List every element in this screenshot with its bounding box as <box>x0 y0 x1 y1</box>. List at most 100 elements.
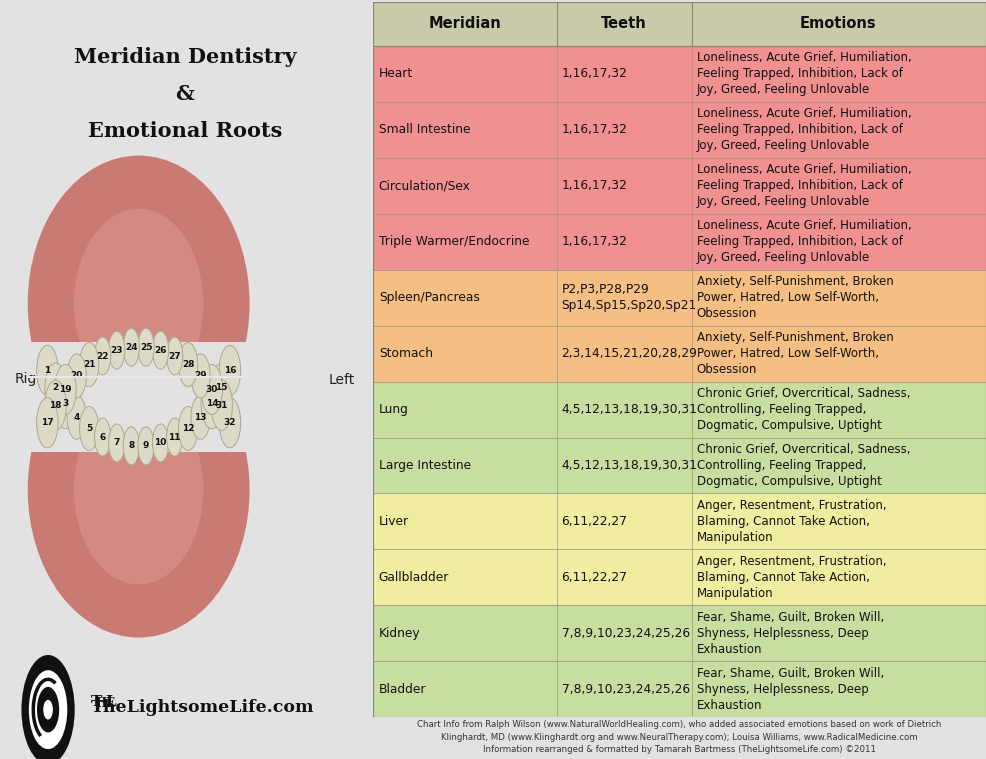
Text: 12: 12 <box>181 424 194 433</box>
Text: 16: 16 <box>224 366 237 375</box>
FancyBboxPatch shape <box>373 550 986 606</box>
Text: Spleen/Pancreas: Spleen/Pancreas <box>379 291 480 304</box>
Ellipse shape <box>153 424 169 462</box>
FancyBboxPatch shape <box>373 269 986 326</box>
Ellipse shape <box>167 418 182 456</box>
Text: 1: 1 <box>44 366 50 375</box>
FancyBboxPatch shape <box>373 46 986 102</box>
Text: 1,16,17,32: 1,16,17,32 <box>562 68 627 80</box>
Text: Chronic Grief, Overcritical, Sadness,
Controlling, Feeling Trapped,
Dogmatic, Co: Chronic Grief, Overcritical, Sadness, Co… <box>696 443 910 488</box>
Text: 2,3,14,15,21,20,28,29: 2,3,14,15,21,20,28,29 <box>562 347 697 360</box>
Text: P2,P3,P28,P29
Sp14,Sp15,Sp20,Sp21: P2,P3,P28,P29 Sp14,Sp15,Sp20,Sp21 <box>562 283 697 312</box>
Circle shape <box>43 700 53 720</box>
Ellipse shape <box>108 424 125 462</box>
Ellipse shape <box>178 342 198 386</box>
Text: Loneliness, Acute Grief, Humiliation,
Feeling Trapped, Inhibition, Lack of
Joy, : Loneliness, Acute Grief, Humiliation, Fe… <box>696 219 911 264</box>
FancyBboxPatch shape <box>373 2 986 46</box>
Text: 11: 11 <box>169 433 181 442</box>
Ellipse shape <box>211 363 233 413</box>
Text: Teeth: Teeth <box>601 16 647 31</box>
Text: Loneliness, Acute Grief, Humiliation,
Feeling Trapped, Inhibition, Lack of
Joy, : Loneliness, Acute Grief, Humiliation, Fe… <box>696 52 911 96</box>
Text: 21: 21 <box>83 360 96 369</box>
Ellipse shape <box>95 337 110 375</box>
Text: 13: 13 <box>194 413 207 422</box>
Text: Large Intestine: Large Intestine <box>379 459 471 472</box>
Ellipse shape <box>74 395 203 584</box>
Text: 7: 7 <box>113 439 120 448</box>
Ellipse shape <box>191 395 210 439</box>
Text: Kidney: Kidney <box>379 627 420 640</box>
FancyBboxPatch shape <box>373 437 986 493</box>
Text: TheLightsomeLife.com: TheLightsomeLife.com <box>91 699 315 716</box>
Text: 15: 15 <box>216 383 228 392</box>
Text: Small Intestine: Small Intestine <box>379 123 470 137</box>
Text: 8: 8 <box>128 442 134 450</box>
Circle shape <box>29 670 67 749</box>
Text: Anger, Resentment, Frustration,
Blaming, Cannot Take Action,
Manipulation: Anger, Resentment, Frustration, Blaming,… <box>696 555 886 600</box>
Text: 7,8,9,10,23,24,25,26: 7,8,9,10,23,24,25,26 <box>562 627 690 640</box>
Text: 5: 5 <box>86 424 93 433</box>
Ellipse shape <box>80 407 99 451</box>
Text: Heart: Heart <box>379 68 413 80</box>
Text: Fear, Shame, Guilt, Broken Will,
Shyness, Helplessness, Deep
Exhaustion: Fear, Shame, Guilt, Broken Will, Shyness… <box>696 667 883 712</box>
Text: Anger, Resentment, Frustration,
Blaming, Cannot Take Action,
Manipulation: Anger, Resentment, Frustration, Blaming,… <box>696 499 886 544</box>
Text: Triple Warmer/Endocrine: Triple Warmer/Endocrine <box>379 235 529 248</box>
Ellipse shape <box>201 364 223 414</box>
Ellipse shape <box>36 345 58 395</box>
Text: Emotional Roots: Emotional Roots <box>88 121 282 141</box>
Text: Lung: Lung <box>379 403 409 416</box>
Text: 25: 25 <box>140 343 152 351</box>
Ellipse shape <box>178 407 198 451</box>
Text: 19: 19 <box>59 385 72 394</box>
FancyBboxPatch shape <box>373 102 986 158</box>
Ellipse shape <box>67 395 87 439</box>
Ellipse shape <box>74 209 203 398</box>
Ellipse shape <box>138 328 154 366</box>
Text: 32: 32 <box>224 418 237 427</box>
Ellipse shape <box>219 398 241 448</box>
Text: Gallbladder: Gallbladder <box>379 571 450 584</box>
Bar <box>74 342 203 398</box>
Ellipse shape <box>55 364 76 414</box>
Text: 20: 20 <box>71 371 83 380</box>
Circle shape <box>37 687 59 732</box>
Ellipse shape <box>167 337 182 375</box>
Text: Right: Right <box>15 373 51 386</box>
Text: 31: 31 <box>216 401 228 410</box>
Ellipse shape <box>28 342 249 638</box>
Text: Circulation/Sex: Circulation/Sex <box>379 179 470 192</box>
Ellipse shape <box>95 418 110 456</box>
FancyBboxPatch shape <box>373 326 986 382</box>
Text: 1,16,17,32: 1,16,17,32 <box>562 123 627 137</box>
Text: 24: 24 <box>125 343 138 351</box>
Text: Emotions: Emotions <box>800 16 877 31</box>
Ellipse shape <box>108 331 125 369</box>
Text: 18: 18 <box>49 401 62 410</box>
Text: 6: 6 <box>100 433 106 442</box>
Text: L: L <box>106 695 116 709</box>
Text: Anxiety, Self-Punishment, Broken
Power, Hatred, Low Self-Worth,
Obsession: Anxiety, Self-Punishment, Broken Power, … <box>696 331 893 376</box>
Text: Meridian Dentistry: Meridian Dentistry <box>74 47 296 67</box>
Ellipse shape <box>138 427 154 465</box>
Text: 27: 27 <box>169 351 181 361</box>
Ellipse shape <box>191 354 210 398</box>
Text: 10: 10 <box>155 439 167 448</box>
Text: Chronic Grief, Overcritical, Sadness,
Controlling, Feeling Trapped,
Dogmatic, Co: Chronic Grief, Overcritical, Sadness, Co… <box>696 387 910 432</box>
Text: 14: 14 <box>205 399 218 408</box>
Text: Bladder: Bladder <box>379 683 426 696</box>
Ellipse shape <box>67 354 87 398</box>
Text: 30: 30 <box>206 385 218 394</box>
Text: 29: 29 <box>194 371 207 380</box>
Ellipse shape <box>123 328 139 366</box>
Text: 6,11,22,27: 6,11,22,27 <box>562 515 627 528</box>
Text: Loneliness, Acute Grief, Humiliation,
Feeling Trapped, Inhibition, Lack of
Joy, : Loneliness, Acute Grief, Humiliation, Fe… <box>696 107 911 153</box>
Text: 2: 2 <box>52 383 59 392</box>
FancyBboxPatch shape <box>373 214 986 269</box>
Bar <box>28 370 249 452</box>
Text: Left: Left <box>328 373 355 386</box>
Text: 1,16,17,32: 1,16,17,32 <box>562 235 627 248</box>
Text: 4,5,12,13,18,19,30,31: 4,5,12,13,18,19,30,31 <box>562 459 697 472</box>
Text: 4,5,12,13,18,19,30,31: 4,5,12,13,18,19,30,31 <box>562 403 697 416</box>
Text: 1,16,17,32: 1,16,17,32 <box>562 179 627 192</box>
Text: Chart Info from Ralph Wilson (www.NaturalWorldHealing.com), who added associated: Chart Info from Ralph Wilson (www.Natura… <box>417 720 942 754</box>
